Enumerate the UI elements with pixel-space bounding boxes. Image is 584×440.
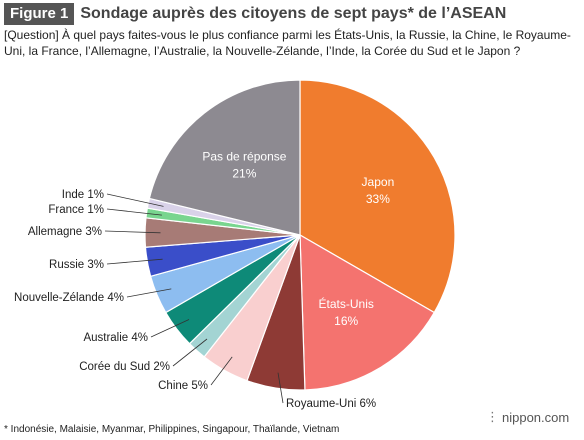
leader-line-2 bbox=[277, 372, 284, 404]
nippon-logo-icon: ⋮ bbox=[486, 409, 499, 424]
leader-line-6 bbox=[126, 288, 172, 298]
slice-value-1: 16% bbox=[334, 314, 358, 328]
slice-label-3: Chine 5% bbox=[158, 380, 208, 392]
slice-value-11: 21% bbox=[232, 166, 256, 180]
leader-line-9 bbox=[106, 208, 162, 216]
figure-badge: Figure 1 bbox=[4, 3, 75, 25]
leader-line-3 bbox=[210, 356, 233, 386]
footnote: * Indonésie, Malaisie, Myanmar, Philippi… bbox=[4, 424, 340, 435]
pie-slice-1 bbox=[299, 233, 436, 391]
leader-line-8 bbox=[104, 230, 161, 234]
slice-label-4: Corée du Sud 2% bbox=[79, 361, 170, 373]
slice-label-1: États-Unis bbox=[319, 296, 374, 311]
brand-text: nippon.com bbox=[502, 409, 570, 425]
leader-line-4 bbox=[172, 338, 208, 367]
slice-label-6: Nouvelle-Zélande 4% bbox=[14, 292, 124, 304]
leader-line-5 bbox=[150, 319, 190, 338]
brand-logo: ⋮ nippon.com bbox=[486, 409, 569, 425]
slice-label-8: Allemagne 3% bbox=[28, 226, 102, 238]
slice-label-5: Australie 4% bbox=[83, 332, 148, 344]
slice-label-0: Japon bbox=[362, 175, 395, 189]
slice-value-0: 33% bbox=[366, 192, 390, 206]
leader-line-7 bbox=[106, 258, 163, 265]
pie-slice-0 bbox=[299, 79, 456, 314]
slice-label-7: Russie 3% bbox=[49, 259, 104, 271]
survey-question: [Question] À quel pays faites-vous le pl… bbox=[4, 28, 571, 58]
slice-label-9: France 1% bbox=[48, 204, 104, 216]
slice-label-11: Pas de réponse bbox=[202, 149, 286, 163]
leader-line-10 bbox=[106, 193, 164, 207]
pie-slice-11 bbox=[148, 79, 301, 236]
figure-header: Figure 1 Sondage auprès des citoyens de … bbox=[4, 3, 506, 25]
slice-label-2: Royaume-Uni 6% bbox=[286, 398, 376, 410]
chart-title: Sondage auprès des citoyens de sept pays… bbox=[80, 5, 507, 22]
slice-label-10: Inde 1% bbox=[62, 189, 104, 201]
